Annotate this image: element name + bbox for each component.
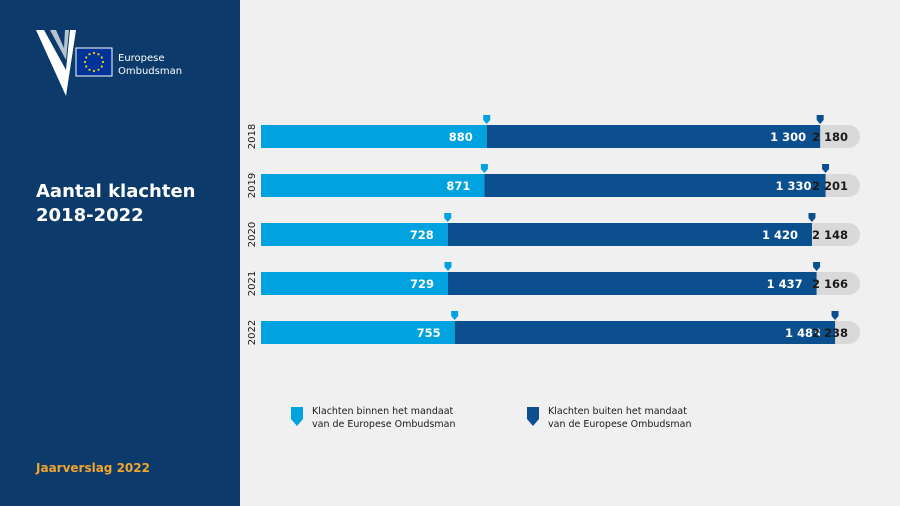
- legend-outside-line1: Klachten buiten het mandaat: [548, 406, 687, 417]
- bar-outside: [486, 125, 821, 148]
- chart-area: 2018 880 1 300 2 180 2019 871 1 330 2 201 2020 72…: [240, 0, 900, 506]
- legend-inside-line2: van de Europese Ombudsman: [312, 419, 456, 430]
- bar-inside: [261, 223, 448, 246]
- value-label-inside: 755: [417, 326, 441, 340]
- year-label: 2021: [247, 271, 258, 296]
- legend-outside-marker-icon: [527, 407, 539, 426]
- total-label: 2 201: [812, 179, 848, 193]
- marker-inside-icon: [483, 115, 491, 124]
- legend-inside-line1: Klachten binnen het mandaat: [312, 406, 454, 417]
- year-label: 2018: [247, 124, 258, 149]
- bar-inside: [261, 174, 485, 197]
- value-label-outside: 1 330: [776, 179, 812, 193]
- value-label-outside: 1 300: [770, 130, 806, 144]
- sidebar: Europese Ombudsman Aantal klachten 2018-…: [0, 0, 240, 506]
- marker-inside-icon: [480, 164, 488, 173]
- bar-inside: [261, 272, 448, 295]
- year-label: 2022: [247, 320, 258, 345]
- bar-outside: [447, 272, 817, 295]
- stacked-bar-chart: 2018 880 1 300 2 180 2019 871 1 330 2 201 2020 72…: [247, 115, 860, 345]
- value-label-inside: 871: [446, 179, 470, 193]
- legend-outside-line2: van de Europese Ombudsman: [548, 419, 692, 430]
- bar-outside: [454, 321, 836, 344]
- value-label-outside: 1 420: [762, 228, 798, 242]
- european-ombudsman-logo: [36, 30, 113, 96]
- marker-outside-icon: [813, 262, 821, 271]
- bar-inside: [261, 125, 487, 148]
- marker-outside-icon: [816, 115, 824, 124]
- marker-inside-icon: [444, 262, 452, 271]
- total-label: 2 166: [812, 277, 848, 291]
- value-label-inside: 729: [410, 277, 434, 291]
- marker-inside-icon: [451, 311, 459, 320]
- total-bar: [799, 223, 860, 246]
- bar-inside: [261, 321, 455, 344]
- page-title: Aantal klachten 2018-2022: [36, 181, 196, 226]
- total-bar: [808, 125, 860, 148]
- legend-outside: Klachten buiten het mandaat van de Europ…: [526, 405, 728, 431]
- total-bar: [804, 272, 860, 295]
- value-label-outside: 1 483: [785, 326, 821, 340]
- marker-outside-icon: [808, 213, 816, 222]
- year-label: 2020: [247, 222, 258, 247]
- year-label: 2019: [247, 173, 258, 198]
- legend-inside-marker-icon: [291, 407, 303, 426]
- legend-inside: Klachten binnen het mandaat van de Europ…: [290, 405, 492, 431]
- marker-outside-icon: [822, 164, 830, 173]
- marker-outside-icon: [831, 311, 839, 320]
- value-label-inside: 880: [449, 130, 473, 144]
- marker-inside-icon: [444, 213, 452, 222]
- report-footer: Jaarverslag 2022: [36, 461, 150, 475]
- value-label-inside: 728: [410, 228, 434, 242]
- value-label-outside: 1 437: [767, 277, 803, 291]
- total-label: 2 238: [812, 326, 848, 340]
- total-label: 2 148: [812, 228, 848, 242]
- brand-name: Europese Ombudsman: [118, 53, 183, 77]
- bar-outside: [447, 223, 812, 246]
- total-label: 2 180: [812, 130, 848, 144]
- bar-outside: [484, 174, 826, 197]
